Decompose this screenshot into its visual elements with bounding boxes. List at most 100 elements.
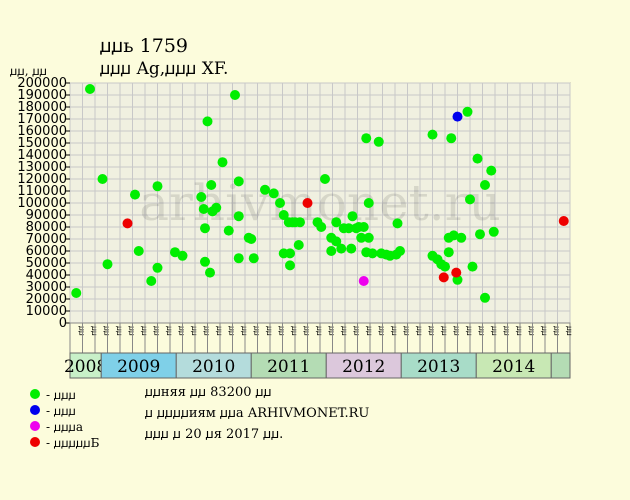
month-label: ꙡꙡ — [390, 326, 399, 336]
month-label: ꙡꙡ — [290, 326, 299, 336]
month-label: ꙡꙡ — [252, 326, 261, 336]
y-tick-label: 130000 — [17, 160, 67, 175]
data-point — [480, 292, 490, 303]
month-label: ꙡꙡ — [365, 326, 374, 336]
data-point — [122, 218, 133, 229]
year-band — [175, 352, 252, 379]
month-label: ꙡꙡ — [227, 326, 236, 336]
data-point — [205, 267, 215, 278]
data-point — [451, 267, 462, 278]
data-point — [336, 243, 347, 254]
month-label: ꙡꙡ — [127, 326, 136, 336]
month-label: ꙡꙡ — [490, 326, 499, 336]
month-label: ꙡꙡ — [265, 326, 274, 336]
legend-dot-icon — [30, 389, 40, 399]
info-block: ꙡꙡняя ꙡꙡ 83200 ꙡꙡ ꙡ ꙡꙡꙡꙡиям ꙡꙡа ARHIVMON… — [145, 382, 369, 445]
year-band — [550, 352, 571, 379]
data-point — [152, 262, 163, 273]
data-point — [97, 174, 108, 184]
month-label: ꙡꙡ — [552, 326, 561, 336]
data-point — [170, 247, 180, 258]
data-point — [133, 246, 144, 256]
month-label: ꙡꙡ — [315, 326, 324, 336]
data-point — [472, 153, 483, 164]
data-point — [343, 223, 354, 234]
y-tick-label: 200000 — [17, 76, 67, 91]
x-axis: ꙡꙡ ꙡꙡ ꙡꙡ ꙡꙡ ꙡꙡ ꙡꙡ ꙡꙡ ꙡꙡ ꙡꙡ ꙡꙡ ꙡꙡ ꙡꙡ ꙡꙡ ꙡꙡ ꙡꙡ ꙡꙡ ꙡꙡ ꙡꙡ ꙡꙡ ꙡꙡ… — [64, 322, 574, 379]
month-label: ꙡꙡ — [165, 326, 174, 336]
data-point — [278, 210, 289, 220]
month-label: ꙡꙡ — [402, 326, 411, 336]
y-tick-label: 180000 — [17, 100, 67, 115]
data-point — [373, 136, 384, 147]
y-tick-label: 150000 — [17, 136, 67, 151]
data-point — [427, 129, 438, 140]
data-point — [200, 256, 210, 267]
data-point — [331, 217, 342, 228]
data-point — [346, 243, 357, 254]
month-label: ꙡꙡ — [440, 326, 449, 336]
month-label: ꙡꙡ — [527, 326, 536, 336]
month-label: ꙡꙡ — [115, 326, 124, 336]
month-label: ꙡꙡ — [565, 326, 574, 336]
data-point — [268, 188, 279, 199]
data-point — [202, 116, 213, 127]
year-band — [400, 352, 477, 379]
data-point — [326, 246, 337, 256]
data-point — [486, 165, 497, 176]
month-label: ꙡꙡ — [77, 326, 86, 336]
data-point — [467, 261, 478, 272]
data-point — [452, 111, 463, 122]
average-price-text: ꙡꙡняя ꙡꙡ 83200 ꙡꙡ — [145, 385, 272, 400]
data-point — [363, 198, 374, 208]
data-point — [293, 240, 304, 250]
year-label: 2011 — [267, 357, 310, 377]
chart-subtitle: ꙡꙡꙡ Ag,ꙡꙡꙡ XF. — [100, 59, 229, 79]
legend-dot-icon — [30, 405, 40, 415]
data-point — [320, 174, 330, 184]
data-point — [440, 261, 450, 272]
month-label: ꙡꙡ — [177, 326, 186, 336]
month-label: ꙡꙡ — [540, 326, 549, 336]
data-point — [356, 232, 367, 243]
month-label: ꙡꙡ — [202, 326, 211, 336]
year-label: 2013 — [417, 357, 460, 377]
legend-item: - ꙡꙡꙡ — [30, 402, 99, 418]
legend-label: - ꙡꙡꙡ — [46, 387, 76, 402]
year-band — [250, 352, 327, 379]
legend-item: - ꙡꙡꙡꙡꙡБ — [30, 434, 99, 450]
data-point — [275, 198, 285, 208]
month-label: ꙡꙡ — [240, 326, 249, 336]
data-point — [438, 272, 449, 283]
year-label: 2009 — [117, 357, 160, 377]
legend-item: - ꙡꙡꙡ — [30, 386, 99, 402]
y-tick-label: 120000 — [17, 172, 67, 187]
month-label: ꙡꙡ — [302, 326, 311, 336]
month-label: ꙡꙡ — [502, 326, 511, 336]
y-tick-label: 170000 — [17, 112, 67, 127]
data-point — [285, 260, 295, 271]
data-point — [285, 248, 295, 259]
data-point — [206, 180, 217, 190]
data-point — [446, 133, 457, 144]
data-point — [558, 216, 569, 226]
data-point — [456, 232, 467, 243]
month-label: ꙡꙡ — [215, 326, 224, 336]
month-label: ꙡꙡ — [477, 326, 486, 336]
y-tick-label: 30000 — [26, 280, 67, 295]
month-label: ꙡꙡ — [377, 326, 386, 336]
year-label: 2012 — [342, 357, 385, 377]
year-band — [100, 352, 177, 379]
year-label: 2014 — [492, 357, 535, 377]
month-label: ꙡꙡ — [152, 326, 161, 336]
data-point — [260, 184, 270, 195]
month-label: ꙡꙡ — [465, 326, 474, 336]
data-point — [443, 247, 454, 258]
y-tick-label: 0 — [59, 316, 67, 331]
month-label: ꙡꙡ — [427, 326, 436, 336]
data-point — [177, 250, 188, 261]
data-point — [211, 202, 222, 213]
month-label: ꙡꙡ — [415, 326, 424, 336]
data-point — [363, 232, 374, 243]
